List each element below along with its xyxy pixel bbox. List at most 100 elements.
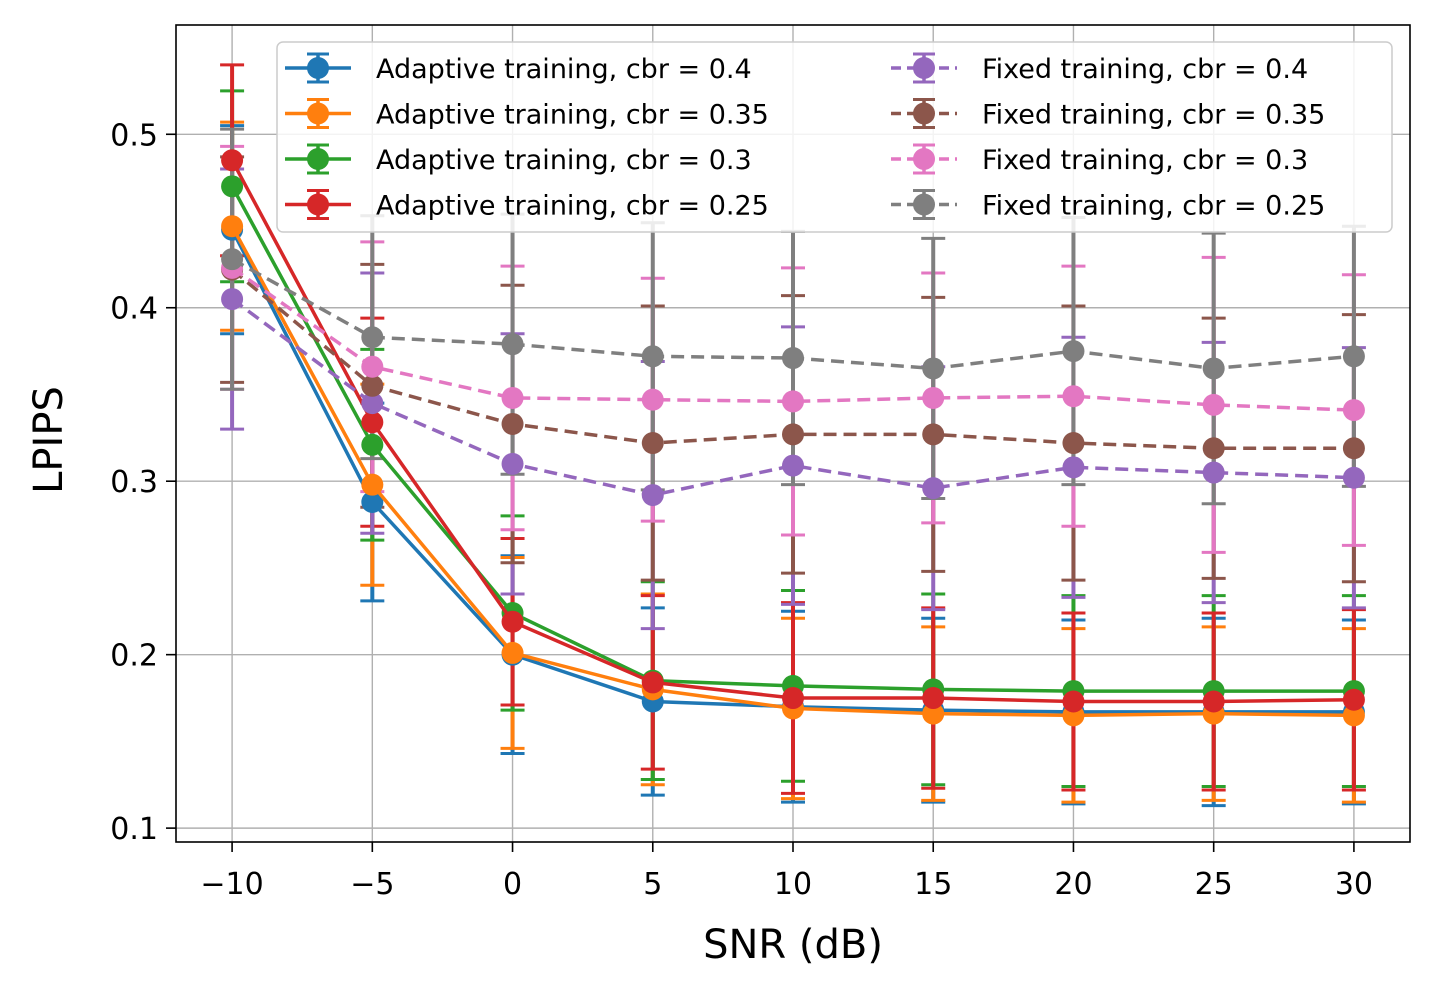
legend-label: Adaptive training, cbr = 0.4 — [376, 54, 752, 85]
legend-marker — [307, 193, 329, 216]
data-point — [221, 149, 244, 172]
data-point — [361, 473, 384, 496]
legend-label: Fixed training, cbr = 0.25 — [982, 191, 1325, 222]
x-axis-title: SNR (dB) — [703, 922, 883, 968]
data-point — [1342, 437, 1365, 460]
data-point — [922, 477, 945, 500]
legend: Adaptive training, cbr = 0.4 Adaptive tra… — [276, 41, 1393, 233]
data-point — [361, 326, 384, 349]
y-tick-label: 0.1 — [110, 812, 158, 847]
data-point — [782, 390, 804, 413]
data-point — [922, 357, 945, 380]
y-tick-label: 0.3 — [110, 465, 158, 500]
legend-marker — [913, 57, 935, 79]
x-tick-label: 25 — [1195, 867, 1233, 902]
legend-marker — [913, 102, 935, 125]
data-point — [1062, 432, 1085, 455]
series-line-group — [221, 149, 1365, 713]
data-point — [361, 411, 384, 434]
x-tick-label: −5 — [350, 867, 394, 902]
y-tick-label: 0.4 — [110, 292, 158, 327]
series-line-group — [221, 288, 1365, 507]
legend-entry: Adaptive training, cbr = 0.3 — [285, 143, 752, 176]
data-point — [1342, 399, 1365, 422]
x-tick-label: −10 — [200, 867, 263, 902]
legend-entry: Adaptive training, cbr = 0.25 — [285, 189, 769, 222]
legend-entry: Fixed training, cbr = 0.4 — [891, 52, 1308, 85]
legend-label: Adaptive training, cbr = 0.3 — [376, 145, 752, 176]
legend-label: Fixed training, cbr = 0.35 — [982, 100, 1325, 131]
data-point — [782, 687, 804, 710]
legend-label: Adaptive training, cbr = 0.35 — [376, 100, 769, 131]
data-point — [1202, 393, 1225, 416]
x-tick-label: 30 — [1335, 867, 1373, 902]
data-point — [641, 671, 664, 694]
x-tick-label: 15 — [914, 867, 952, 902]
legend-entry: Adaptive training, cbr = 0.4 — [285, 52, 752, 85]
data-point — [361, 491, 384, 514]
data-point — [1342, 345, 1365, 368]
data-point — [922, 702, 945, 725]
x-tick-label: 10 — [774, 867, 812, 902]
data-point — [221, 248, 244, 271]
data-point — [782, 454, 804, 477]
y-tick-label: 0.2 — [110, 639, 158, 674]
data-point — [1062, 340, 1085, 363]
data-point — [922, 423, 945, 446]
series-line-group — [221, 258, 1365, 460]
data-point — [361, 433, 384, 456]
data-point — [1202, 437, 1225, 460]
data-point — [641, 345, 664, 368]
legend-entry: Fixed training, cbr = 0.25 — [891, 189, 1325, 222]
data-point — [1062, 385, 1085, 408]
series-line-group — [221, 248, 1365, 380]
legend-marker — [307, 148, 329, 170]
legend-entry: Fixed training, cbr = 0.3 — [891, 143, 1308, 176]
legend-entry: Fixed training, cbr = 0.35 — [891, 98, 1325, 131]
x-tick-label: 5 — [643, 867, 662, 902]
data-point — [361, 355, 384, 378]
data-point — [1202, 461, 1225, 484]
data-point — [641, 484, 664, 507]
data-point — [501, 386, 524, 409]
legend-entry: Adaptive training, cbr = 0.35 — [285, 98, 769, 131]
series — [220, 63, 1366, 808]
legend-marker — [913, 148, 935, 170]
legend-label: Fixed training, cbr = 0.3 — [982, 145, 1308, 176]
y-tick-label: 0.5 — [110, 118, 158, 153]
legend-marker — [307, 57, 329, 79]
data-point — [501, 333, 524, 356]
data-point — [641, 388, 664, 411]
x-tick-label: 20 — [1054, 867, 1092, 902]
data-point — [782, 347, 804, 370]
x-tick-label: 0 — [503, 867, 522, 902]
data-point — [641, 432, 664, 455]
data-point — [221, 175, 244, 198]
data-point — [922, 386, 945, 409]
data-point — [1342, 704, 1365, 727]
series-line — [231, 297, 1354, 497]
data-point — [1342, 688, 1365, 711]
y-axis-title: LPIPS — [26, 386, 72, 494]
legend-label: Adaptive training, cbr = 0.25 — [376, 191, 769, 222]
axis-ticks: −10 −5 0 5 10 15 20 25 30 0.1 0.2 0.3 0.4 0.5 — [110, 118, 1373, 902]
data-point — [221, 288, 244, 311]
data-point — [1062, 456, 1085, 479]
data-point — [501, 641, 524, 664]
data-point — [1062, 690, 1085, 713]
data-point — [501, 610, 524, 633]
data-point — [922, 687, 945, 710]
data-point — [1202, 690, 1225, 713]
data-point — [782, 423, 804, 446]
legend-marker — [913, 193, 935, 216]
series-line-group — [221, 256, 1365, 422]
data-point — [501, 412, 524, 435]
legend-marker — [307, 102, 329, 125]
legend-box — [276, 41, 1393, 233]
data-point — [361, 392, 384, 415]
data-point — [501, 452, 524, 475]
series-line — [231, 266, 1354, 412]
data-point — [1342, 466, 1365, 489]
